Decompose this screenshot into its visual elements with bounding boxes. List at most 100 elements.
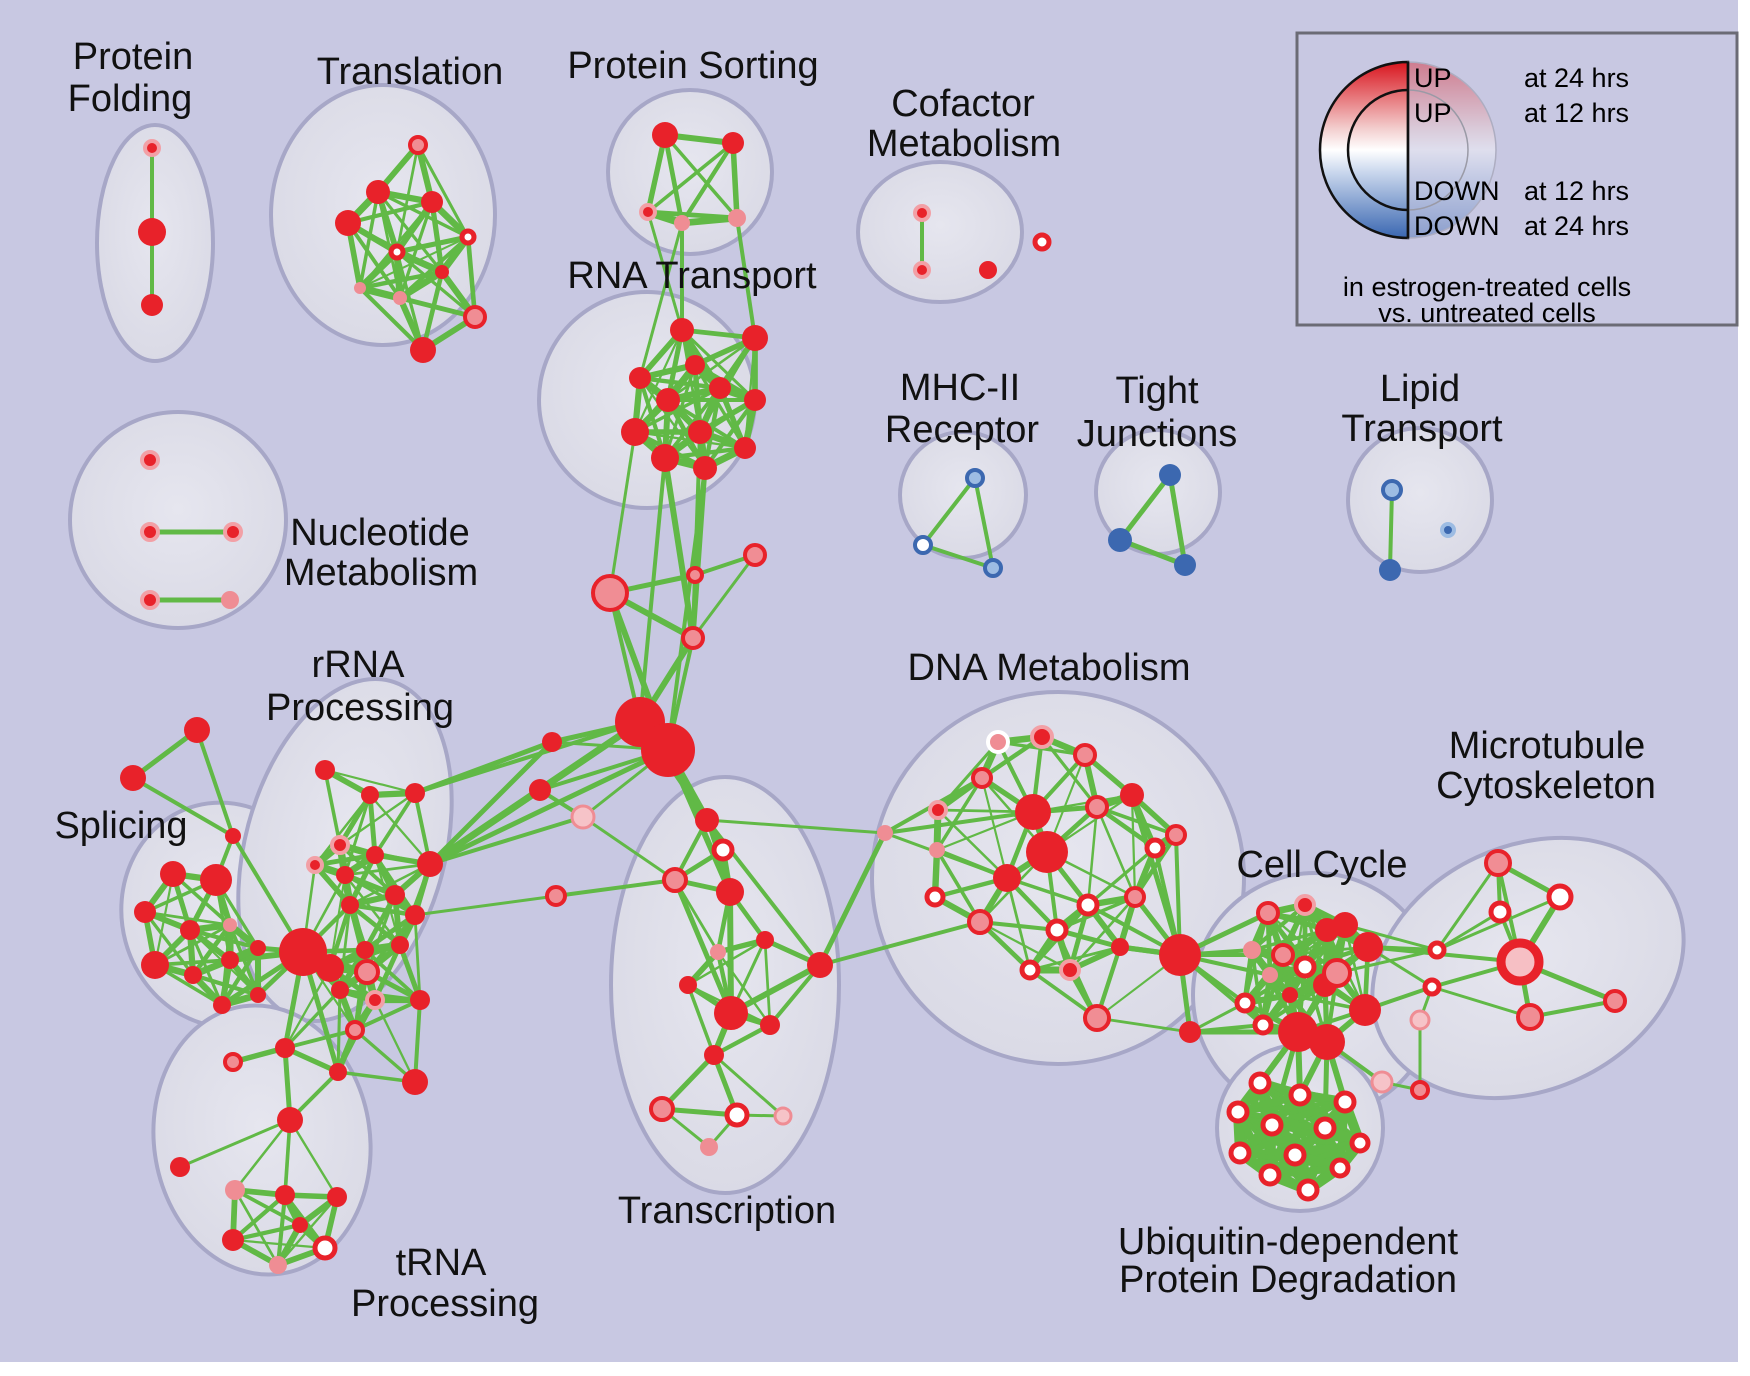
node[interactable] [1309,1024,1345,1060]
node[interactable] [709,377,731,399]
node[interactable] [408,135,428,155]
node[interactable] [1379,559,1401,581]
node[interactable] [928,800,948,820]
node[interactable] [250,987,266,1003]
node[interactable] [621,418,649,446]
node[interactable] [688,420,712,444]
node[interactable] [1546,883,1574,911]
node[interactable] [250,940,266,956]
node[interactable] [160,861,186,887]
node[interactable] [410,990,430,1010]
node[interactable] [1488,900,1512,924]
node[interactable] [704,1045,724,1065]
node[interactable] [734,437,756,459]
node[interactable] [225,1180,245,1200]
node[interactable] [345,1020,365,1040]
node[interactable] [200,864,232,896]
node[interactable] [1159,464,1181,486]
node[interactable] [1234,992,1256,1014]
node[interactable] [639,203,657,221]
node[interactable] [275,1038,295,1058]
node[interactable] [405,905,425,925]
node[interactable] [967,909,993,935]
node[interactable] [756,931,774,949]
node[interactable] [222,1229,244,1251]
node[interactable] [269,1256,287,1274]
node[interactable] [1248,1071,1272,1095]
node[interactable] [924,886,946,908]
node[interactable] [1283,1143,1307,1167]
node[interactable] [913,535,933,555]
node[interactable] [649,1096,675,1122]
node[interactable] [1329,1157,1351,1179]
node[interactable] [1410,1080,1430,1100]
node[interactable] [760,1015,780,1035]
node[interactable] [743,543,767,567]
node[interactable] [711,838,735,862]
node[interactable] [629,367,651,389]
node[interactable] [306,856,324,874]
node[interactable] [402,1069,428,1095]
node[interactable] [1332,912,1358,938]
node[interactable] [134,901,156,923]
node[interactable] [275,1185,295,1205]
node[interactable] [1252,1014,1274,1036]
node[interactable] [421,191,443,213]
node[interactable] [1427,940,1447,960]
node[interactable] [993,864,1021,892]
node[interactable] [1015,794,1051,830]
node[interactable] [223,1052,243,1072]
node[interactable] [1108,528,1132,552]
node[interactable] [184,717,210,743]
node[interactable] [1165,824,1187,846]
node[interactable] [716,878,744,906]
node[interactable] [385,885,405,905]
node[interactable] [1045,918,1069,942]
node[interactable] [1288,1083,1312,1107]
node[interactable] [330,835,350,855]
node[interactable] [662,867,688,893]
node[interactable] [685,355,705,375]
node[interactable] [140,590,160,610]
node[interactable] [1228,1141,1252,1165]
node[interactable] [1322,958,1352,988]
node[interactable] [681,626,705,650]
node[interactable] [366,846,384,864]
node[interactable] [724,1102,750,1128]
node[interactable] [354,282,366,294]
node[interactable] [714,996,748,1030]
node[interactable] [700,1138,718,1156]
node[interactable] [292,1217,308,1233]
node[interactable] [1484,849,1512,877]
node[interactable] [335,210,361,236]
node[interactable] [1370,1070,1394,1094]
node[interactable] [674,215,690,231]
node[interactable] [679,976,697,994]
node[interactable] [312,1235,338,1261]
node[interactable] [1260,1113,1284,1137]
node[interactable] [693,456,717,480]
node[interactable] [1516,1003,1544,1031]
node[interactable] [570,804,596,830]
node[interactable] [356,941,374,959]
node[interactable] [929,842,945,858]
node[interactable] [1258,1163,1282,1187]
node[interactable] [1349,994,1381,1026]
node[interactable] [361,786,379,804]
node[interactable] [529,779,551,801]
node[interactable] [138,218,166,246]
node[interactable] [1262,967,1278,983]
node[interactable] [1059,959,1081,981]
node[interactable] [1179,1021,1201,1043]
node[interactable] [463,305,487,329]
node[interactable] [391,936,409,954]
node[interactable] [1083,1004,1111,1032]
node[interactable] [1032,232,1052,252]
node[interactable] [986,730,1010,754]
node[interactable] [365,990,385,1010]
node[interactable] [417,851,443,877]
node[interactable] [221,951,239,969]
node[interactable] [695,808,719,832]
node[interactable] [1124,886,1146,908]
node[interactable] [329,1063,347,1081]
